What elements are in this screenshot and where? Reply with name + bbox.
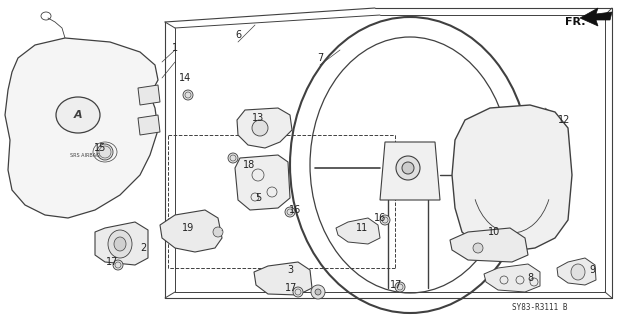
Polygon shape	[138, 115, 160, 135]
Text: 17: 17	[106, 257, 118, 267]
Polygon shape	[336, 218, 380, 244]
Ellipse shape	[97, 144, 113, 160]
Text: 8: 8	[527, 273, 533, 283]
Ellipse shape	[183, 90, 193, 100]
Text: 13: 13	[252, 113, 264, 123]
Ellipse shape	[571, 264, 585, 280]
Ellipse shape	[213, 227, 223, 237]
Ellipse shape	[311, 285, 325, 299]
Ellipse shape	[56, 97, 100, 133]
Polygon shape	[580, 8, 612, 26]
Ellipse shape	[113, 260, 123, 270]
Polygon shape	[138, 85, 160, 105]
Ellipse shape	[380, 215, 390, 225]
Text: 14: 14	[179, 73, 191, 83]
Text: 3: 3	[287, 265, 293, 275]
Text: 15: 15	[94, 143, 106, 153]
Text: 16: 16	[289, 205, 301, 215]
Ellipse shape	[396, 156, 420, 180]
Text: 16: 16	[374, 213, 386, 223]
Text: A: A	[74, 110, 82, 120]
Polygon shape	[237, 108, 292, 148]
Ellipse shape	[108, 230, 132, 258]
Polygon shape	[5, 38, 158, 218]
Ellipse shape	[285, 207, 295, 217]
Polygon shape	[254, 262, 312, 295]
Text: 17: 17	[285, 283, 297, 293]
Text: 9: 9	[589, 265, 595, 275]
Ellipse shape	[293, 287, 303, 297]
Text: 11: 11	[356, 223, 368, 233]
Polygon shape	[452, 105, 572, 252]
Polygon shape	[235, 155, 290, 210]
Text: 17: 17	[390, 280, 402, 290]
Ellipse shape	[473, 243, 483, 253]
Text: •: •	[221, 230, 223, 234]
Ellipse shape	[228, 153, 238, 163]
Text: FR.: FR.	[565, 17, 585, 27]
Text: 6: 6	[235, 30, 241, 40]
Polygon shape	[484, 264, 540, 292]
Text: 18: 18	[243, 160, 255, 170]
Polygon shape	[160, 210, 222, 252]
Polygon shape	[557, 258, 596, 285]
Ellipse shape	[402, 162, 414, 174]
Polygon shape	[450, 228, 528, 262]
Text: 2: 2	[140, 243, 146, 253]
Text: SRS AIRBAG: SRS AIRBAG	[70, 153, 100, 157]
Ellipse shape	[395, 282, 405, 292]
Ellipse shape	[315, 289, 321, 295]
Text: 10: 10	[488, 227, 500, 237]
Text: 5: 5	[255, 193, 261, 203]
Text: 7: 7	[317, 53, 323, 63]
Polygon shape	[95, 222, 148, 265]
Text: 1: 1	[172, 43, 178, 53]
Ellipse shape	[114, 237, 126, 251]
Text: SY83-R3111 B: SY83-R3111 B	[512, 303, 568, 313]
Text: 19: 19	[182, 223, 194, 233]
Ellipse shape	[252, 120, 268, 136]
Text: 12: 12	[558, 115, 570, 125]
Polygon shape	[380, 142, 440, 200]
